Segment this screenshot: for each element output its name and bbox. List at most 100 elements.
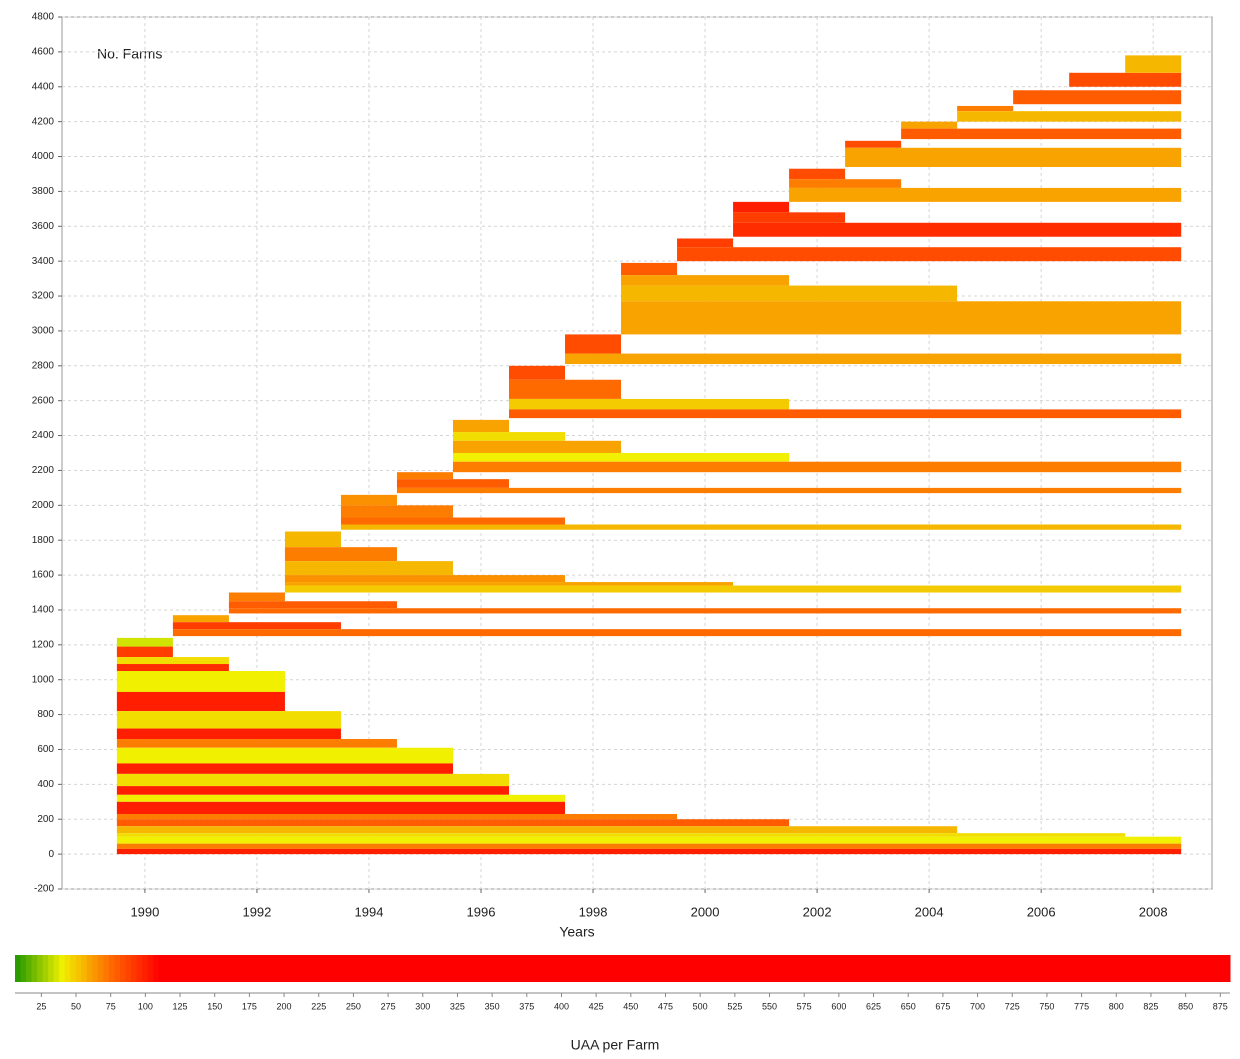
colorbar-cell — [931, 955, 938, 982]
y-tick-label: 4800 — [32, 12, 55, 23]
colorbar-tick-label: 250 — [346, 1001, 361, 1011]
colorbar-cell — [412, 955, 419, 982]
colorbar-cell — [1202, 955, 1209, 982]
colorbar-cell — [1047, 955, 1054, 982]
colorbar-cell — [572, 955, 579, 982]
colorbar-cell — [213, 955, 220, 982]
colorbar-cell — [1036, 955, 1043, 982]
y-tick-label: 3600 — [32, 221, 55, 232]
colorbar-cell — [821, 955, 828, 982]
colorbar-cell — [528, 955, 535, 982]
colorbar-cell — [926, 955, 933, 982]
colorbar-cell — [230, 955, 237, 982]
colorbar-cell — [512, 955, 519, 982]
colorbar-cell — [484, 955, 491, 982]
colorbar-cell — [142, 955, 149, 982]
colorbar-cell — [202, 955, 209, 982]
colorbar-cell — [1207, 955, 1214, 982]
colorbar-cell — [672, 955, 679, 982]
colorbar-cell — [75, 955, 82, 982]
y-tick-label: 200 — [37, 814, 54, 825]
colorbar-tick-label: 50 — [71, 1001, 81, 1011]
colorbar-cell — [948, 955, 955, 982]
farm-band — [509, 379, 622, 399]
colorbar-cell — [164, 955, 171, 982]
y-tick-label: 600 — [37, 744, 54, 755]
colorbar-cell — [987, 955, 994, 982]
farm-band — [284, 531, 341, 548]
colorbar-tick-label: 325 — [450, 1001, 465, 1011]
colorbar-tick-label: 700 — [970, 1001, 985, 1011]
colorbar-cell — [307, 955, 314, 982]
farm-band — [621, 301, 1182, 335]
farm-band — [452, 453, 790, 462]
colorbar-tick-label: 550 — [762, 1001, 777, 1011]
colorbar-tick-label: 375 — [519, 1001, 534, 1011]
colorbar-tick-label: 525 — [727, 1001, 742, 1011]
farm-band — [116, 814, 678, 820]
farm-band — [116, 763, 453, 774]
annotation: No. Farms — [97, 46, 162, 62]
colorbar-cell — [832, 955, 839, 982]
colorbar-cell — [589, 955, 596, 982]
colorbar-cell — [893, 955, 900, 982]
y-tick-label: -200 — [34, 884, 54, 895]
colorbar-cell — [1185, 955, 1192, 982]
colorbar-cell — [1042, 955, 1049, 982]
colorbar-cell — [362, 955, 369, 982]
colorbar-label: UAA per Farm — [571, 1037, 660, 1053]
colorbar-cell — [335, 955, 342, 982]
colorbar-cell — [373, 955, 380, 982]
farm-band — [116, 691, 285, 712]
colorbar-cell — [661, 955, 668, 982]
farm-band — [116, 637, 173, 647]
colorbar-cell — [158, 955, 165, 982]
colorbar-cell — [1014, 955, 1021, 982]
colorbar-tick-label: 100 — [138, 1001, 153, 1011]
colorbar-cell — [998, 955, 1005, 982]
colorbar-cell — [545, 955, 552, 982]
x-tick-label: 2004 — [915, 904, 944, 919]
colorbar-cell — [1147, 955, 1154, 982]
colorbar-cell — [793, 955, 800, 982]
colorbar-cell — [445, 955, 452, 982]
y-tick-label: 2200 — [32, 465, 55, 476]
colorbar-cell — [777, 955, 784, 982]
y-tick-label: 1000 — [32, 674, 55, 685]
colorbar-tick-label: 575 — [797, 1001, 812, 1011]
colorbar-cell — [390, 955, 397, 982]
colorbar-cell — [274, 955, 281, 982]
colorbar-cell — [197, 955, 204, 982]
colorbar-cell — [252, 955, 259, 982]
farm-band — [116, 826, 958, 834]
colorbar-cell — [1009, 955, 1016, 982]
colorbar-cell — [583, 955, 590, 982]
colorbar-tick-label: 625 — [866, 1001, 881, 1011]
colorbar-cell — [975, 955, 982, 982]
farm-band — [509, 365, 566, 380]
colorbar-cell — [550, 955, 557, 982]
colorbar-cell — [732, 955, 739, 982]
x-tick-label: 2002 — [803, 904, 832, 919]
colorbar-cell — [953, 955, 960, 982]
colorbar-cell — [1196, 955, 1203, 982]
x-tick-label: 1998 — [579, 904, 608, 919]
colorbar-cell — [340, 955, 347, 982]
colorbar-cell — [81, 955, 88, 982]
farm-band — [116, 728, 341, 740]
farm-band — [228, 601, 397, 609]
colorbar-cell — [826, 955, 833, 982]
colorbar-cell — [456, 955, 463, 982]
farm-band — [733, 222, 1182, 237]
farm-band — [116, 747, 453, 764]
colorbar-cell — [401, 955, 408, 982]
farm-band — [116, 836, 1182, 844]
farm-band — [116, 671, 285, 692]
colorbar-cell — [396, 955, 403, 982]
colorbar-cell — [959, 955, 966, 982]
colorbar-cell — [495, 955, 502, 982]
colorbar-cell — [1097, 955, 1104, 982]
farm-band — [116, 794, 566, 802]
colorbar-cell — [42, 955, 49, 982]
farm-band — [452, 432, 566, 441]
